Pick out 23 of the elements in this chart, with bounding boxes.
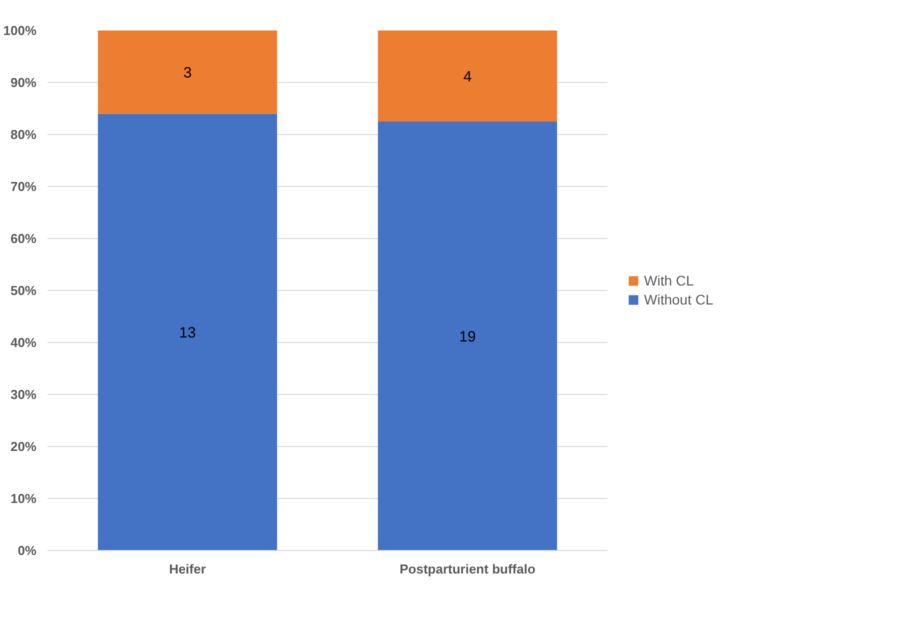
y-tick-label: 80% xyxy=(10,127,37,142)
annotation: 4 xyxy=(463,68,472,86)
y-tick-label: 10% xyxy=(10,491,37,506)
y-tick-label: 0% xyxy=(18,543,37,558)
y-tick-label: 40% xyxy=(10,335,37,350)
y-tick-label: 20% xyxy=(10,439,37,454)
legend-label: With CL xyxy=(644,272,694,288)
bar xyxy=(378,30,558,122)
y-tick-label: 50% xyxy=(10,283,37,298)
y-tick-label: 100% xyxy=(3,23,37,38)
x-tick-label: Postparturient buffalo xyxy=(400,562,536,576)
bar xyxy=(378,122,558,550)
y-tick-label: 60% xyxy=(10,231,37,246)
annotation: 13 xyxy=(179,324,196,342)
annotation: 19 xyxy=(459,328,476,346)
y-tick-label: 70% xyxy=(10,179,37,194)
y-tick-label: 30% xyxy=(10,387,37,402)
legend-label: Without CL xyxy=(644,292,714,308)
y-tick-label: 90% xyxy=(10,75,37,90)
annotation: 3 xyxy=(183,64,192,82)
bar xyxy=(98,30,278,114)
x-tick-label: Heifer xyxy=(169,562,206,576)
bar xyxy=(98,114,278,550)
